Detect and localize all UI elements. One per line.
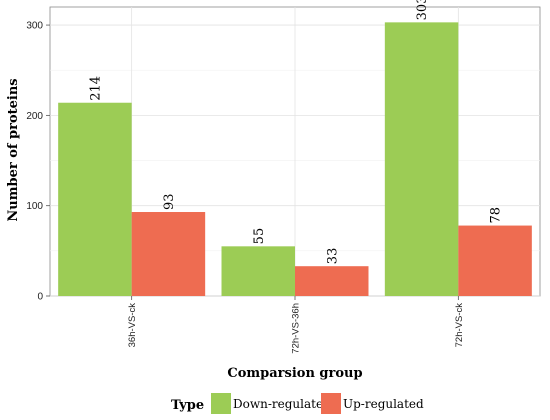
y-axis-title: Number of proteins bbox=[6, 78, 21, 221]
legend: Type Down-regulated Up-regulated bbox=[171, 393, 424, 414]
legend-label: Down-regulated bbox=[233, 397, 331, 411]
data-label: 93 bbox=[162, 193, 177, 210]
y-tick-label: 200 bbox=[26, 111, 43, 122]
legend-swatch bbox=[211, 393, 231, 414]
bar-up-regulated-0 bbox=[131, 212, 206, 296]
x-axis-title: Comparsion group bbox=[227, 366, 362, 381]
x-tick-label: 72h-VS-36h bbox=[291, 303, 302, 354]
x-axis: 36h-VS-ck 72h-VS-36h 72h-VS-ck bbox=[127, 296, 465, 354]
data-label: 214 bbox=[88, 76, 103, 101]
y-axis: 0 100 200 300 bbox=[26, 21, 50, 303]
legend-swatch bbox=[321, 393, 341, 414]
x-tick-label: 36h-VS-ck bbox=[127, 303, 138, 348]
bar-up-regulated-2 bbox=[458, 225, 532, 296]
data-label: 55 bbox=[252, 228, 267, 245]
bar-up-regulated-1 bbox=[295, 266, 369, 296]
bar-down-regulated-2 bbox=[384, 22, 459, 297]
data-label: 303 bbox=[415, 0, 430, 20]
y-tick-label: 100 bbox=[26, 201, 43, 212]
bars bbox=[58, 22, 532, 297]
legend-title: Type bbox=[171, 398, 204, 413]
y-tick-label: 0 bbox=[37, 292, 43, 303]
y-tick-label: 300 bbox=[26, 21, 43, 32]
data-label: 33 bbox=[325, 248, 340, 265]
data-label: 78 bbox=[489, 207, 504, 224]
bar-down-regulated-1 bbox=[221, 246, 295, 296]
data-labels: 214 93 55 33 303 78 bbox=[88, 0, 503, 264]
x-tick-label: 72h-VS-ck bbox=[454, 303, 465, 348]
bar-down-regulated-0 bbox=[58, 102, 132, 296]
legend-label: Up-regulated bbox=[343, 397, 424, 411]
